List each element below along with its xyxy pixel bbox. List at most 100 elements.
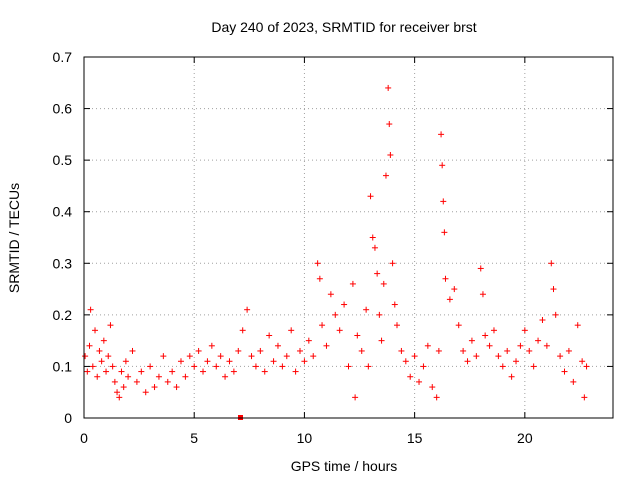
data-point	[105, 353, 112, 360]
data-point	[310, 353, 317, 360]
data-point	[371, 244, 378, 251]
data-point	[416, 378, 423, 385]
data-point	[420, 363, 427, 370]
data-point	[477, 265, 484, 272]
data-point	[177, 358, 184, 365]
data-point	[217, 353, 224, 360]
y-tick-label: 0.7	[53, 49, 73, 65]
data-point	[365, 363, 372, 370]
data-point	[499, 363, 506, 370]
data-point	[173, 384, 180, 391]
data-point	[402, 358, 409, 365]
data-point	[367, 193, 374, 200]
data-point	[521, 327, 528, 334]
data-point	[389, 260, 396, 267]
data-point	[358, 347, 365, 354]
data-point	[261, 368, 268, 375]
data-point	[543, 342, 550, 349]
data-point	[222, 373, 229, 380]
y-tick-label: 0.3	[53, 255, 73, 271]
y-tick-label: 0.6	[53, 101, 73, 117]
data-point	[508, 373, 515, 380]
data-point	[570, 378, 577, 385]
x-axis-label: GPS time / hours	[291, 458, 398, 474]
data-point	[391, 301, 398, 308]
data-point	[490, 327, 497, 334]
data-point	[517, 342, 524, 349]
data-point	[441, 229, 448, 236]
x-tick-label: 15	[407, 430, 423, 446]
y-axis: 0 0.1 0.2 0.3 0.4 0.5 0.6 0.7	[53, 49, 613, 426]
data-point	[129, 347, 136, 354]
data-point	[111, 378, 118, 385]
data-point	[455, 322, 462, 329]
y-tick-label: 0.4	[53, 204, 73, 220]
data-point	[279, 363, 286, 370]
data-point	[142, 389, 149, 396]
data-point	[539, 317, 546, 324]
data-point	[385, 84, 392, 91]
y-tick-label: 0	[64, 410, 72, 426]
data-point	[151, 384, 158, 391]
data-point	[92, 327, 99, 334]
data-point	[213, 363, 220, 370]
data-point	[248, 353, 255, 360]
data-point	[169, 368, 176, 375]
data-point	[122, 358, 129, 365]
data-point	[345, 363, 352, 370]
data-point	[204, 358, 211, 365]
data-point	[147, 363, 154, 370]
data-point	[94, 373, 101, 380]
data-point	[363, 306, 370, 313]
data-point	[579, 358, 586, 365]
data-point	[160, 353, 167, 360]
data-point	[486, 342, 493, 349]
data-point	[387, 151, 394, 158]
data-point	[473, 353, 480, 360]
data-point	[479, 291, 486, 298]
data-point	[440, 198, 447, 205]
data-point	[354, 332, 361, 339]
data-point	[439, 162, 446, 169]
data-point	[424, 342, 431, 349]
data-point	[565, 347, 572, 354]
data-point	[378, 337, 385, 344]
chart-title: Day 240 of 2023, SRMTID for receiver brs…	[211, 19, 476, 35]
data-point	[120, 384, 127, 391]
data-points	[82, 84, 590, 420]
data-point	[482, 332, 489, 339]
data-point	[352, 394, 359, 401]
data-point	[283, 353, 290, 360]
data-point	[316, 275, 323, 282]
data-point	[125, 373, 132, 380]
data-point	[429, 384, 436, 391]
x-tick-label: 10	[297, 430, 313, 446]
data-point	[398, 347, 405, 354]
data-point	[257, 347, 264, 354]
data-point	[535, 337, 542, 344]
y-axis-label: SRMTID / TECUs	[6, 183, 22, 293]
x-axis: 0 5 10 15 20	[80, 57, 533, 446]
data-point	[504, 347, 511, 354]
data-point	[252, 363, 259, 370]
data-point	[376, 311, 383, 318]
data-point	[574, 322, 581, 329]
data-point	[164, 378, 171, 385]
y-tick-label: 0.1	[53, 358, 73, 374]
data-point	[393, 322, 400, 329]
data-point	[349, 280, 356, 287]
data-point	[191, 363, 198, 370]
data-point	[468, 337, 475, 344]
data-point	[341, 301, 348, 308]
data-point	[557, 353, 564, 360]
data-point	[446, 296, 453, 303]
data-point	[84, 368, 91, 375]
data-point	[195, 347, 202, 354]
data-point	[186, 353, 193, 360]
data-point	[96, 347, 103, 354]
data-point	[550, 286, 557, 293]
data-point	[118, 368, 125, 375]
data-point	[435, 347, 442, 354]
data-point	[226, 358, 233, 365]
data-point	[581, 394, 588, 401]
